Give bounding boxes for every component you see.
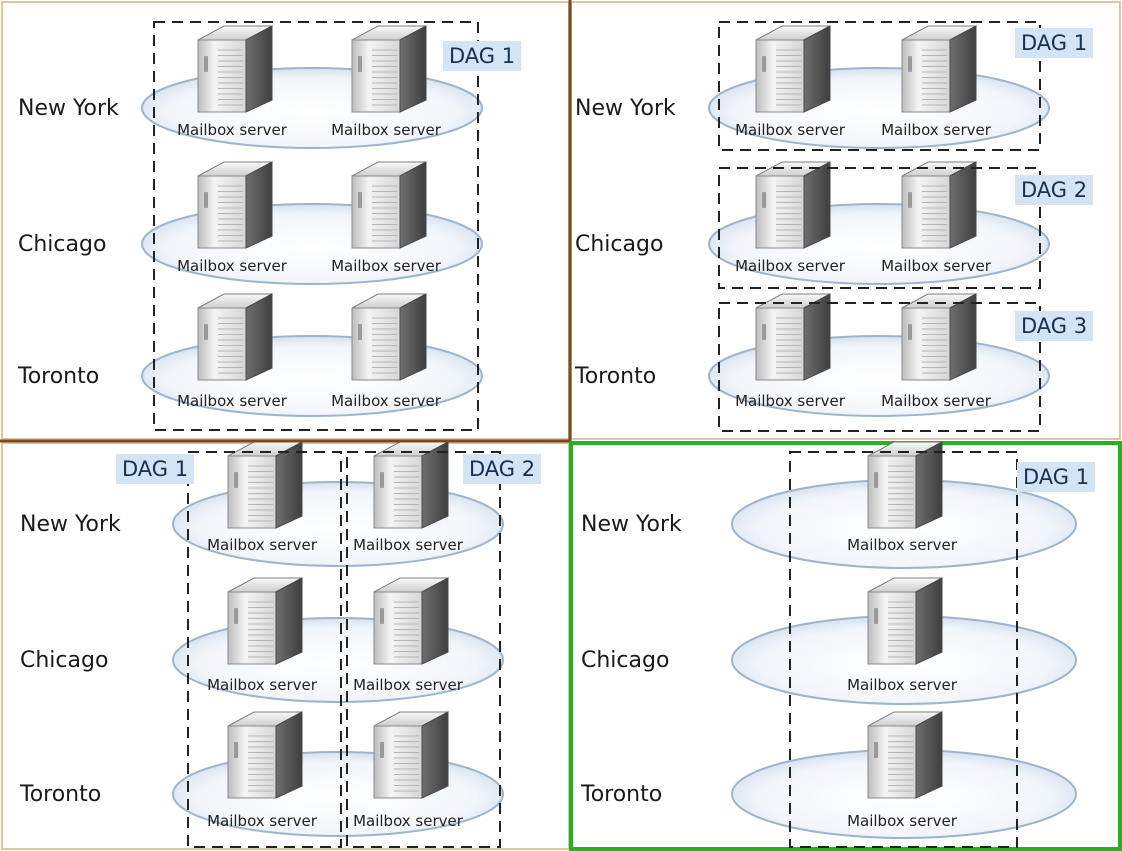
server-tower-icon: [867, 441, 943, 529]
site-name: Chicago: [581, 648, 669, 673]
site-name: New York: [581, 512, 682, 537]
server-tower-icon: [755, 161, 831, 249]
site-name: Toronto: [580, 782, 662, 807]
server-label: Mailbox server: [847, 676, 958, 694]
dag-label-2: DAG 2: [463, 454, 542, 484]
dag-label-text: DAG 3: [1021, 314, 1087, 338]
server-label: Mailbox server: [735, 121, 846, 139]
server-tower-icon: [197, 293, 273, 381]
server-tower-icon: [867, 711, 943, 799]
server-tower-icon: [227, 711, 303, 799]
site-name: New York: [575, 96, 676, 121]
server-label: Mailbox server: [207, 676, 318, 694]
site-name: Toronto: [574, 364, 656, 389]
server-tower-icon: [373, 577, 449, 665]
dag-label-text: DAG 1: [122, 457, 188, 481]
site-name: Chicago: [20, 648, 108, 673]
dag-label-text: DAG 1: [1021, 31, 1087, 55]
server-label: Mailbox server: [881, 392, 992, 410]
dag-boundary: [718, 167, 1041, 289]
server-tower-icon: [351, 293, 427, 381]
dag-label-text: DAG 1: [449, 44, 515, 68]
server-tower-icon: [227, 577, 303, 665]
site-name: Chicago: [575, 232, 663, 257]
site-new-york: New York Mailbox server: [581, 441, 1077, 569]
dag-boundary: [346, 451, 501, 848]
server-tower-icon: [755, 25, 831, 113]
server-label: Mailbox server: [881, 257, 992, 275]
server-tower-icon: [901, 25, 977, 113]
site-name: Toronto: [19, 782, 101, 807]
server-tower-icon: [227, 441, 303, 529]
dag-label-1: DAG 1: [1015, 28, 1094, 58]
server-label: Mailbox server: [331, 121, 442, 139]
server-label: Mailbox server: [735, 257, 846, 275]
server-label: Mailbox server: [331, 257, 442, 275]
site-chicago: Chicago Mailbox server: [581, 577, 1077, 705]
dag-label-text: DAG 2: [1021, 178, 1087, 202]
panel-bottom-right: New York Mailbox server Chicago Mailbox ser…: [569, 441, 1122, 851]
server-label: Mailbox server: [353, 676, 464, 694]
site-chicago: Chicago Mailbox server Mailbox server: [575, 161, 1050, 285]
server-tower-icon: [755, 293, 831, 381]
site-toronto: Toronto Mailbox server Mailbox server: [17, 293, 483, 417]
server-label: Mailbox server: [353, 536, 464, 554]
dag-label-1: DAG 1: [116, 454, 195, 484]
server-label: Mailbox server: [353, 812, 464, 830]
site-chicago: Chicago Mailbox server Mailbox server: [18, 161, 483, 285]
server-tower-icon: [373, 441, 449, 529]
server-tower-icon: [197, 25, 273, 113]
server-tower-icon: [373, 711, 449, 799]
site-toronto: Toronto Mailbox server Mailbox server: [19, 711, 504, 837]
server-label: Mailbox server: [847, 536, 958, 554]
server-tower-icon: [901, 293, 977, 381]
site-toronto: Toronto Mailbox server Mailbox server: [574, 293, 1050, 417]
server-tower-icon: [901, 161, 977, 249]
site-name: Toronto: [17, 364, 99, 389]
dag-label-1: DAG 1: [443, 41, 522, 71]
server-label: Mailbox server: [177, 121, 288, 139]
site-chicago: Chicago Mailbox server Mailbox server: [20, 577, 504, 703]
dag-label-text: DAG 1: [1023, 465, 1089, 489]
server-label: Mailbox server: [331, 392, 442, 410]
server-tower-icon: [867, 577, 943, 665]
server-label: Mailbox server: [881, 121, 992, 139]
dag-boundary: [187, 451, 342, 848]
site-name: New York: [20, 512, 121, 537]
site-name: New York: [18, 96, 119, 121]
server-tower-icon: [351, 161, 427, 249]
dag-label-text: DAG 2: [469, 457, 535, 481]
site-new-york: New York Mailbox server Mailbox server: [20, 441, 504, 567]
dag-boundary: [718, 21, 1041, 151]
server-tower-icon: [351, 25, 427, 113]
dag-label-1: DAG 1: [1017, 462, 1096, 492]
server-label: Mailbox server: [735, 392, 846, 410]
server-label: Mailbox server: [177, 392, 288, 410]
server-label: Mailbox server: [207, 812, 318, 830]
dag-boundary: [789, 451, 1018, 848]
server-tower-icon: [197, 161, 273, 249]
dag-label-3: DAG 3: [1015, 311, 1094, 341]
site-toronto: Toronto Mailbox server: [580, 711, 1077, 839]
dag-label-2: DAG 2: [1015, 175, 1094, 205]
server-label: Mailbox server: [207, 536, 318, 554]
dag-boundary: [153, 21, 479, 431]
server-label: Mailbox server: [177, 257, 288, 275]
site-new-york: New York Mailbox server Mailbox server: [575, 25, 1050, 149]
server-label: Mailbox server: [847, 812, 958, 830]
site-name: Chicago: [18, 232, 106, 257]
site-new-york: New York Mailbox server Mailbox server: [18, 25, 483, 149]
dag-boundary: [718, 302, 1041, 432]
